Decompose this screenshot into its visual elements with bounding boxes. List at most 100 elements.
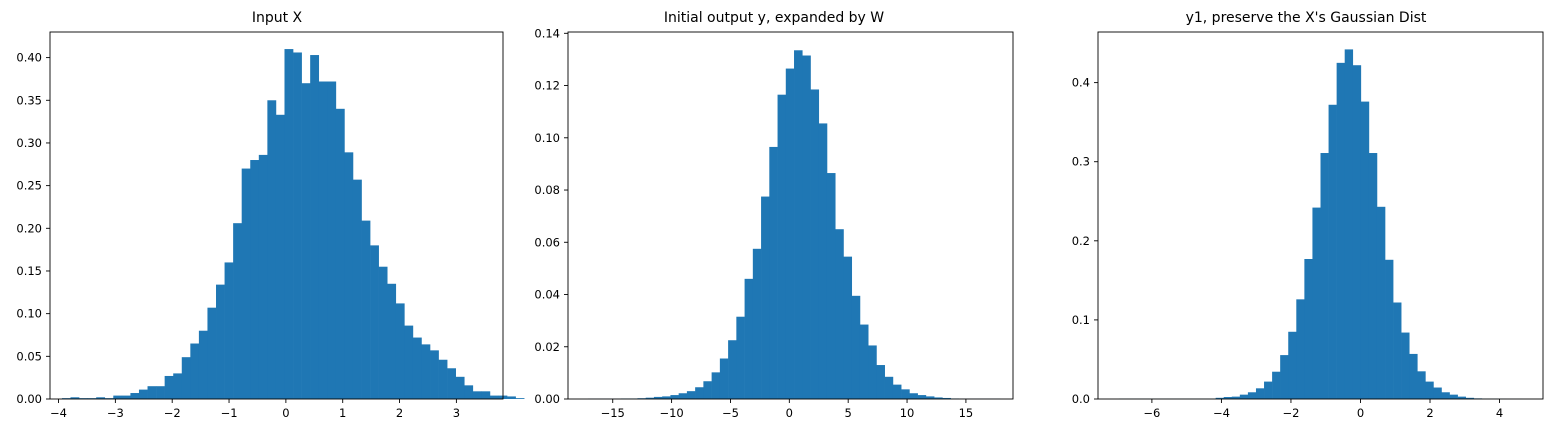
histogram-bar	[378, 266, 388, 399]
histogram-bar	[1385, 259, 1394, 399]
histogram-bar	[678, 393, 688, 399]
histogram-bar	[868, 345, 877, 399]
x-tick-label: 2	[396, 406, 403, 420]
histogram-bar	[1425, 381, 1434, 399]
histogram-bar	[1433, 387, 1442, 399]
histogram-bar	[370, 245, 379, 399]
histogram-bar	[455, 376, 465, 399]
y-tick-label: 0.0	[1072, 392, 1090, 406]
histogram-bar	[438, 359, 448, 399]
histogram-bar	[335, 108, 345, 399]
y-tick-label: 0.35	[16, 93, 42, 107]
histogram-bar	[1272, 371, 1281, 399]
histogram-bar	[1457, 396, 1466, 399]
histogram-bar	[876, 365, 885, 399]
x-axis: −15 −10 −5 0 5 10 15	[601, 399, 973, 420]
y-axis: 0.0 0.1 0.2 0.3 0.4	[1072, 76, 1098, 406]
x-tick-label: −2	[164, 406, 181, 420]
histogram-bar	[395, 303, 405, 399]
x-tick-label: 10	[900, 406, 915, 420]
y-tick-label: 0.04	[534, 288, 560, 302]
histogram-bar	[387, 283, 397, 399]
y-tick-label: 0.4	[1072, 76, 1090, 90]
histogram-bar	[719, 358, 729, 399]
chart-title: Initial output y, expanded by W	[664, 10, 884, 26]
histogram-bar	[173, 373, 183, 399]
y-tick-label: 0.40	[16, 51, 42, 65]
histogram-bar	[1304, 259, 1313, 399]
histogram-bar	[275, 114, 285, 399]
histogram-bar	[645, 397, 655, 399]
histogram-bar	[843, 256, 853, 399]
x-axis: −6 −4 −2 0 2 4	[1143, 399, 1503, 420]
histogram-bar	[447, 368, 456, 399]
histogram-bar	[1239, 394, 1249, 399]
histogram-bar	[1393, 302, 1402, 399]
histogram-initial-output-y: Initial output y, expanded by W −15 −10 −5…	[534, 10, 1014, 420]
histogram-bar	[662, 396, 671, 399]
histogram-bar	[198, 330, 208, 399]
bar-group	[61, 49, 525, 400]
histogram-bar	[1320, 153, 1329, 399]
histogram-bar	[917, 395, 927, 399]
x-tick-label: −5	[722, 406, 739, 420]
histogram-bar	[835, 229, 844, 399]
axes-frame	[49, 31, 504, 400]
histogram-bar	[1223, 397, 1233, 399]
y-tick-label: 0.1	[1072, 313, 1090, 327]
histogram-bar	[241, 168, 251, 399]
bar-group	[588, 50, 1001, 400]
histogram-bar	[464, 385, 474, 399]
x-tick-label: −10	[659, 406, 683, 420]
histogram-bar	[301, 83, 311, 400]
histogram-bar	[1401, 332, 1410, 399]
x-tick-label: 1	[339, 406, 346, 420]
histogram-bar	[851, 295, 861, 399]
histogram-bar	[794, 50, 803, 399]
histogram-bar	[352, 179, 362, 399]
histogram-bar	[164, 375, 174, 399]
histogram-bar	[769, 146, 778, 399]
histogram-bar	[1360, 101, 1370, 399]
y-tick-label: 0.08	[534, 183, 560, 197]
histogram-bar	[1288, 331, 1297, 399]
histogram-bar	[138, 389, 148, 399]
histogram-bar	[181, 357, 191, 399]
axes-frame	[567, 31, 1014, 400]
histogram-bar	[695, 387, 704, 399]
histogram-bar	[761, 196, 770, 399]
y-axis: 0.00 0.05 0.10 0.15 0.20 0.25 0.30 0.35 0.40	[16, 51, 50, 406]
histogram-bar	[892, 384, 902, 399]
histogram-bar	[653, 396, 663, 399]
histogram-bar	[96, 397, 106, 399]
y-tick-label: 0.02	[534, 340, 560, 354]
histogram-bar	[147, 386, 157, 399]
histogram-y1: y1, preserve the X's Gaussian Dist −6 −4−…	[1072, 10, 1544, 420]
histogram-bar	[818, 123, 828, 400]
y-tick-label: 0.14	[534, 26, 560, 40]
histogram-bar	[1328, 104, 1337, 400]
histogram-bar	[1344, 49, 1354, 400]
histogram-bar	[130, 393, 140, 399]
histogram-bar	[1247, 392, 1257, 399]
histogram-bar	[1352, 65, 1362, 399]
histogram-bar	[1449, 394, 1458, 399]
histogram-bar	[489, 395, 499, 399]
histogram-bar	[267, 100, 277, 399]
chart-title: y1, preserve the X's Gaussian Dist	[1186, 10, 1427, 26]
histogram-bar	[250, 160, 260, 399]
histogram-bar	[752, 248, 762, 399]
histogram-bar	[934, 397, 943, 399]
histogram-input-x: Input X −4 −3 −2 −1 0 1 2 3 0.00 0.05 0.10 0.15 0.2…	[16, 10, 525, 420]
histogram-bar	[736, 316, 745, 399]
chart-title: Input X	[252, 10, 303, 26]
x-tick-label: −2	[1282, 406, 1299, 420]
y-tick-label: 0.00	[534, 392, 560, 406]
y-tick-label: 0.05	[16, 349, 42, 363]
x-tick-label: 3	[453, 406, 460, 420]
histogram-bar	[310, 55, 320, 399]
x-tick-label: 0	[282, 406, 289, 420]
histogram-bar	[901, 389, 910, 399]
histogram-bar	[224, 262, 234, 399]
